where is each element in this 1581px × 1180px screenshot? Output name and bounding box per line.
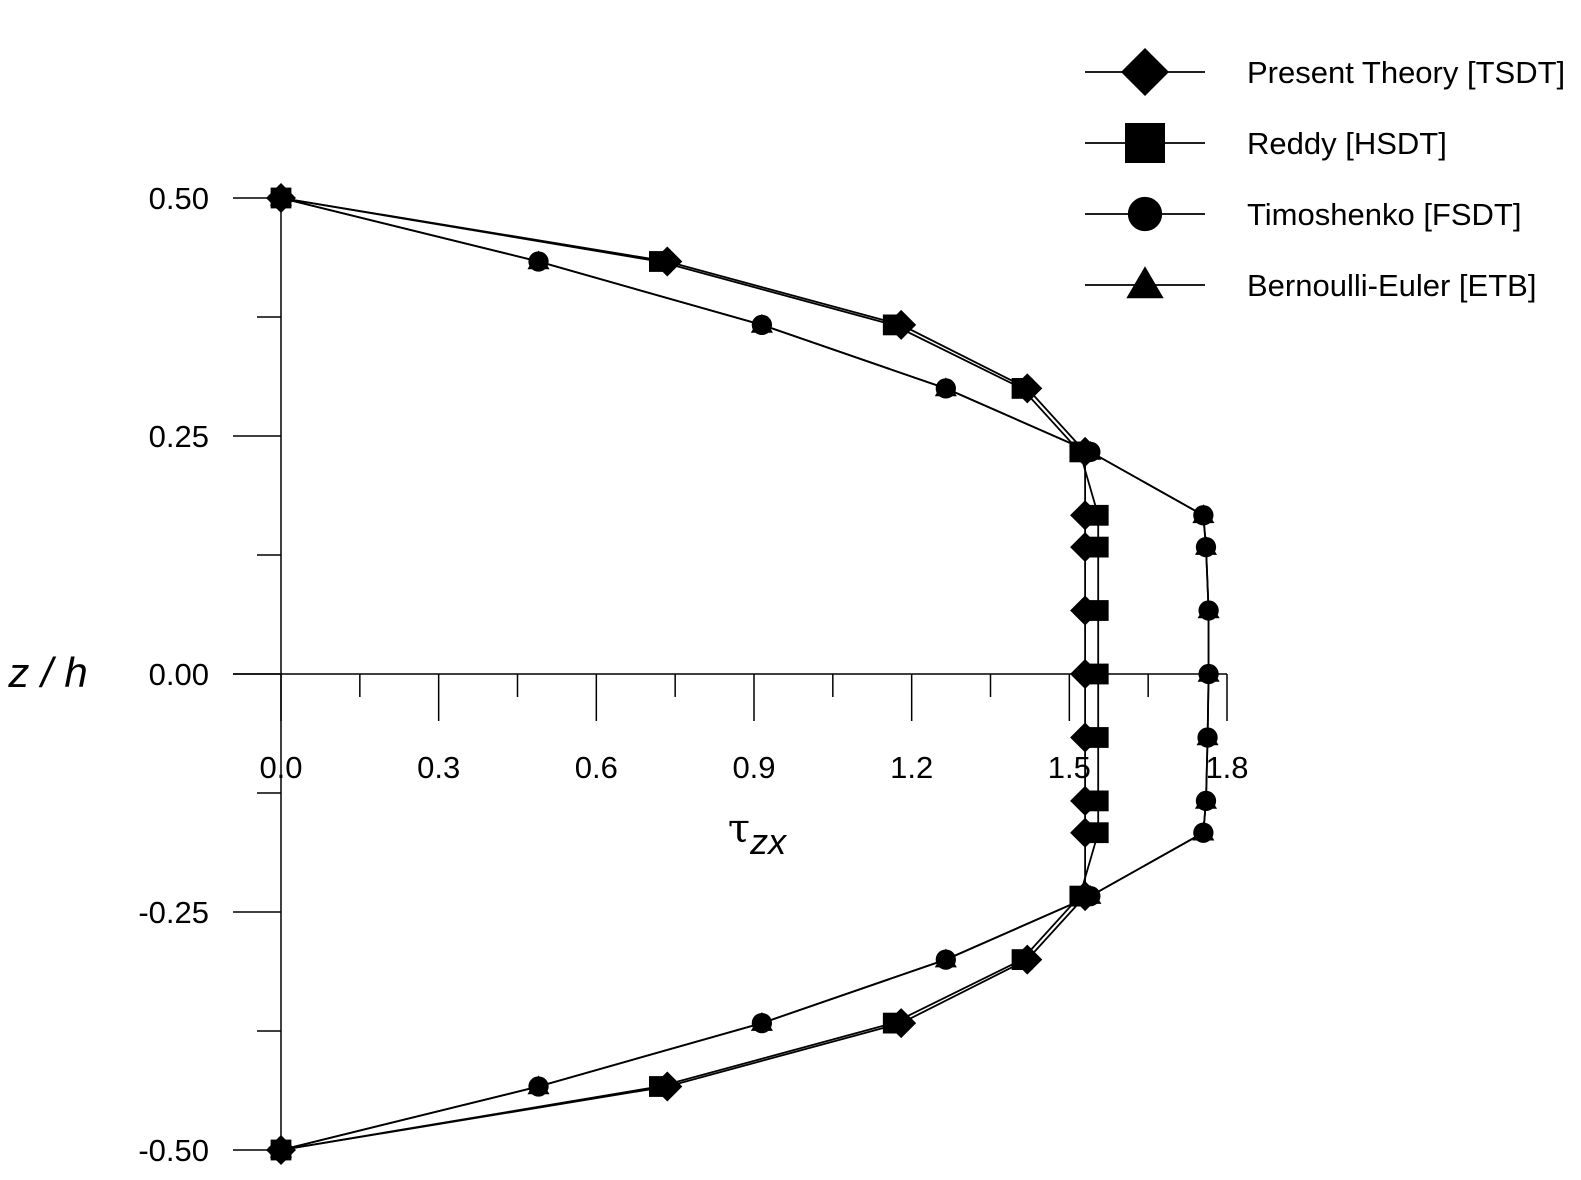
x-tick-label: 0.9 bbox=[732, 750, 775, 785]
square-point bbox=[649, 251, 670, 272]
square-point bbox=[270, 187, 292, 209]
series-square bbox=[270, 187, 1109, 1161]
square-point bbox=[270, 1139, 292, 1161]
y-axis-label: z / h bbox=[7, 649, 87, 696]
square-point bbox=[1087, 822, 1109, 844]
circle-point bbox=[751, 1012, 773, 1034]
circle-point bbox=[1197, 727, 1218, 748]
legend-item: Present Theory [TSDT] bbox=[1085, 48, 1565, 96]
legend-label: Timoshenko [FSDT] bbox=[1247, 197, 1521, 232]
x-tick-label: 1.5 bbox=[1048, 750, 1091, 785]
x-tick-label: 1.8 bbox=[1205, 750, 1248, 785]
y-tick-label: 0.25 bbox=[149, 419, 209, 454]
square-point bbox=[1011, 378, 1033, 399]
square-point bbox=[882, 314, 904, 336]
square-point bbox=[1087, 727, 1109, 748]
circle-point bbox=[1193, 822, 1214, 843]
square-point bbox=[1087, 504, 1109, 526]
axes: 0.50 0.25 0.00 -0.25 -0.50 0.0 0.3 0.6 0.9 1.2 1.5… bbox=[138, 181, 1248, 1168]
circle-point bbox=[935, 378, 956, 399]
legend-label: Bernoulli-Euler [ETB] bbox=[1247, 268, 1536, 303]
circle-point bbox=[1195, 790, 1217, 812]
y-tick-label: -0.25 bbox=[138, 895, 209, 930]
square-point bbox=[649, 1076, 670, 1097]
series-layer bbox=[266, 183, 1220, 1165]
x-tick-label: 1.2 bbox=[890, 750, 933, 785]
square-point bbox=[1087, 600, 1109, 621]
x-axis-label: τzx bbox=[728, 806, 788, 862]
legend-label: Present Theory [TSDT] bbox=[1247, 55, 1565, 90]
square-point bbox=[1069, 885, 1091, 907]
circle-point bbox=[751, 314, 773, 336]
legend: Present Theory [TSDT] Reddy [HSDT] Timoshe… bbox=[1085, 48, 1565, 303]
legend-marker-circle bbox=[1127, 196, 1163, 232]
y-tick-label: -0.50 bbox=[138, 1133, 209, 1168]
legend-marker-diamond bbox=[1121, 48, 1169, 96]
series-circle bbox=[270, 187, 1219, 1161]
x-tick-label: 0.0 bbox=[259, 750, 302, 785]
y-tick-label: 0.50 bbox=[149, 181, 209, 216]
square-point bbox=[1011, 949, 1033, 970]
y-tick-label: 0.00 bbox=[149, 657, 209, 692]
square-point bbox=[1087, 536, 1109, 558]
circle-point bbox=[528, 251, 549, 272]
legend-marker-triangle bbox=[1126, 266, 1164, 299]
circle-point bbox=[1195, 536, 1217, 558]
square-point bbox=[1069, 441, 1091, 463]
square-point bbox=[1087, 663, 1109, 685]
x-tick-label: 0.6 bbox=[575, 750, 618, 785]
circle-point bbox=[1198, 663, 1219, 685]
circle-point bbox=[528, 1076, 549, 1097]
circle-point bbox=[1193, 505, 1214, 526]
square-point bbox=[1087, 790, 1109, 812]
legend-item: Timoshenko [FSDT] bbox=[1085, 196, 1521, 232]
legend-marker-square bbox=[1125, 123, 1165, 163]
legend-item: Bernoulli-Euler [ETB] bbox=[1085, 266, 1536, 303]
x-tick-label: 0.3 bbox=[417, 750, 460, 785]
circle-point bbox=[1198, 600, 1219, 621]
circle-point bbox=[935, 949, 956, 970]
square-point bbox=[882, 1012, 904, 1034]
legend-label: Reddy [HSDT] bbox=[1247, 126, 1447, 161]
legend-item: Reddy [HSDT] bbox=[1085, 123, 1447, 163]
